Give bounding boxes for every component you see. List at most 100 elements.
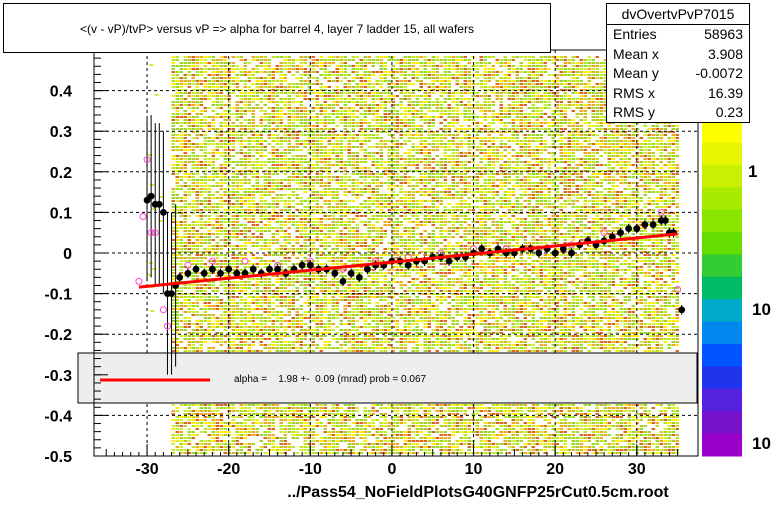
density-cell <box>303 185 307 187</box>
density-cell <box>219 404 223 406</box>
density-cell <box>319 224 323 226</box>
density-cell <box>343 125 347 127</box>
density-cell <box>383 434 387 436</box>
density-cell <box>259 335 263 337</box>
density-cell <box>251 77 255 79</box>
density-cell <box>343 242 347 244</box>
density-cell <box>171 71 175 73</box>
density-cell <box>379 209 383 211</box>
density-cell <box>303 323 307 325</box>
density-cell <box>195 260 199 262</box>
density-cell <box>331 197 335 199</box>
density-cell <box>223 212 227 214</box>
density-cell <box>363 122 367 124</box>
density-cell <box>247 281 251 283</box>
density-cell <box>263 242 267 244</box>
density-cell <box>203 224 207 226</box>
density-cell <box>211 167 215 169</box>
density-cell <box>179 197 183 199</box>
density-cell <box>215 185 219 187</box>
density-cell <box>279 245 283 247</box>
density-cell <box>203 329 207 331</box>
density-cell <box>303 230 307 232</box>
density-cell <box>287 422 291 424</box>
density-cell <box>199 221 203 223</box>
density-cell <box>251 404 255 406</box>
density-cell <box>331 149 335 151</box>
density-cell <box>171 254 175 256</box>
density-cell <box>383 332 387 334</box>
density-cell <box>299 320 303 322</box>
density-cell <box>323 86 327 88</box>
density-cell <box>339 143 343 145</box>
density-cell <box>235 284 239 286</box>
density-cell <box>375 200 379 202</box>
density-cell <box>179 155 183 157</box>
density-cell <box>267 428 271 430</box>
density-cell <box>371 188 375 190</box>
density-cell <box>343 227 347 229</box>
density-cell <box>183 68 187 70</box>
density-cell <box>223 137 227 139</box>
density-cell <box>179 113 183 115</box>
density-cell <box>319 128 323 130</box>
density-cell <box>359 83 363 85</box>
density-cell <box>203 203 207 205</box>
density-cell <box>275 296 279 298</box>
density-cell <box>387 296 391 298</box>
density-cell <box>383 425 387 427</box>
density-cell <box>199 314 203 316</box>
density-cell <box>379 164 383 166</box>
density-cell <box>379 62 383 64</box>
density-cell <box>199 224 203 226</box>
density-cell <box>203 83 207 85</box>
density-cell <box>215 113 219 115</box>
density-cell <box>239 338 243 340</box>
density-cell <box>307 299 311 301</box>
density-cell <box>351 437 355 439</box>
density-cell <box>203 68 207 70</box>
density-cell <box>243 344 247 346</box>
density-cell <box>215 419 219 421</box>
density-cell <box>255 230 259 232</box>
density-cell <box>287 59 291 61</box>
density-cell <box>215 221 219 223</box>
density-cell <box>315 146 319 148</box>
density-cell <box>335 293 339 295</box>
density-cell <box>207 86 211 88</box>
density-cell <box>251 206 255 208</box>
density-cell <box>179 98 183 100</box>
density-cell <box>199 335 203 337</box>
density-cell <box>203 143 207 145</box>
density-cell <box>183 329 187 331</box>
density-cell <box>315 413 319 415</box>
density-cell <box>235 425 239 427</box>
density-cell <box>315 104 319 106</box>
density-cell <box>335 440 339 442</box>
density-cell <box>187 113 191 115</box>
density-cell <box>227 74 231 76</box>
density-cell <box>311 188 315 190</box>
density-cell <box>247 158 251 160</box>
density-cell <box>311 314 315 316</box>
density-cell <box>231 266 235 268</box>
density-cell <box>247 335 251 337</box>
density-cell <box>247 317 251 319</box>
density-cell <box>375 188 379 190</box>
density-cell <box>359 350 363 352</box>
density-cell <box>315 77 319 79</box>
density-cell <box>375 113 379 115</box>
density-cell <box>251 146 255 148</box>
density-cell <box>227 203 231 205</box>
density-cell <box>267 152 271 154</box>
density-cell <box>355 341 359 343</box>
density-cell <box>215 146 219 148</box>
density-cell <box>251 332 255 334</box>
density-cell <box>243 305 247 307</box>
density-cell <box>227 446 231 448</box>
density-cell <box>215 206 219 208</box>
density-cell <box>339 233 343 235</box>
density-cell <box>323 446 327 448</box>
density-cell <box>315 194 319 196</box>
density-cell <box>191 209 195 211</box>
